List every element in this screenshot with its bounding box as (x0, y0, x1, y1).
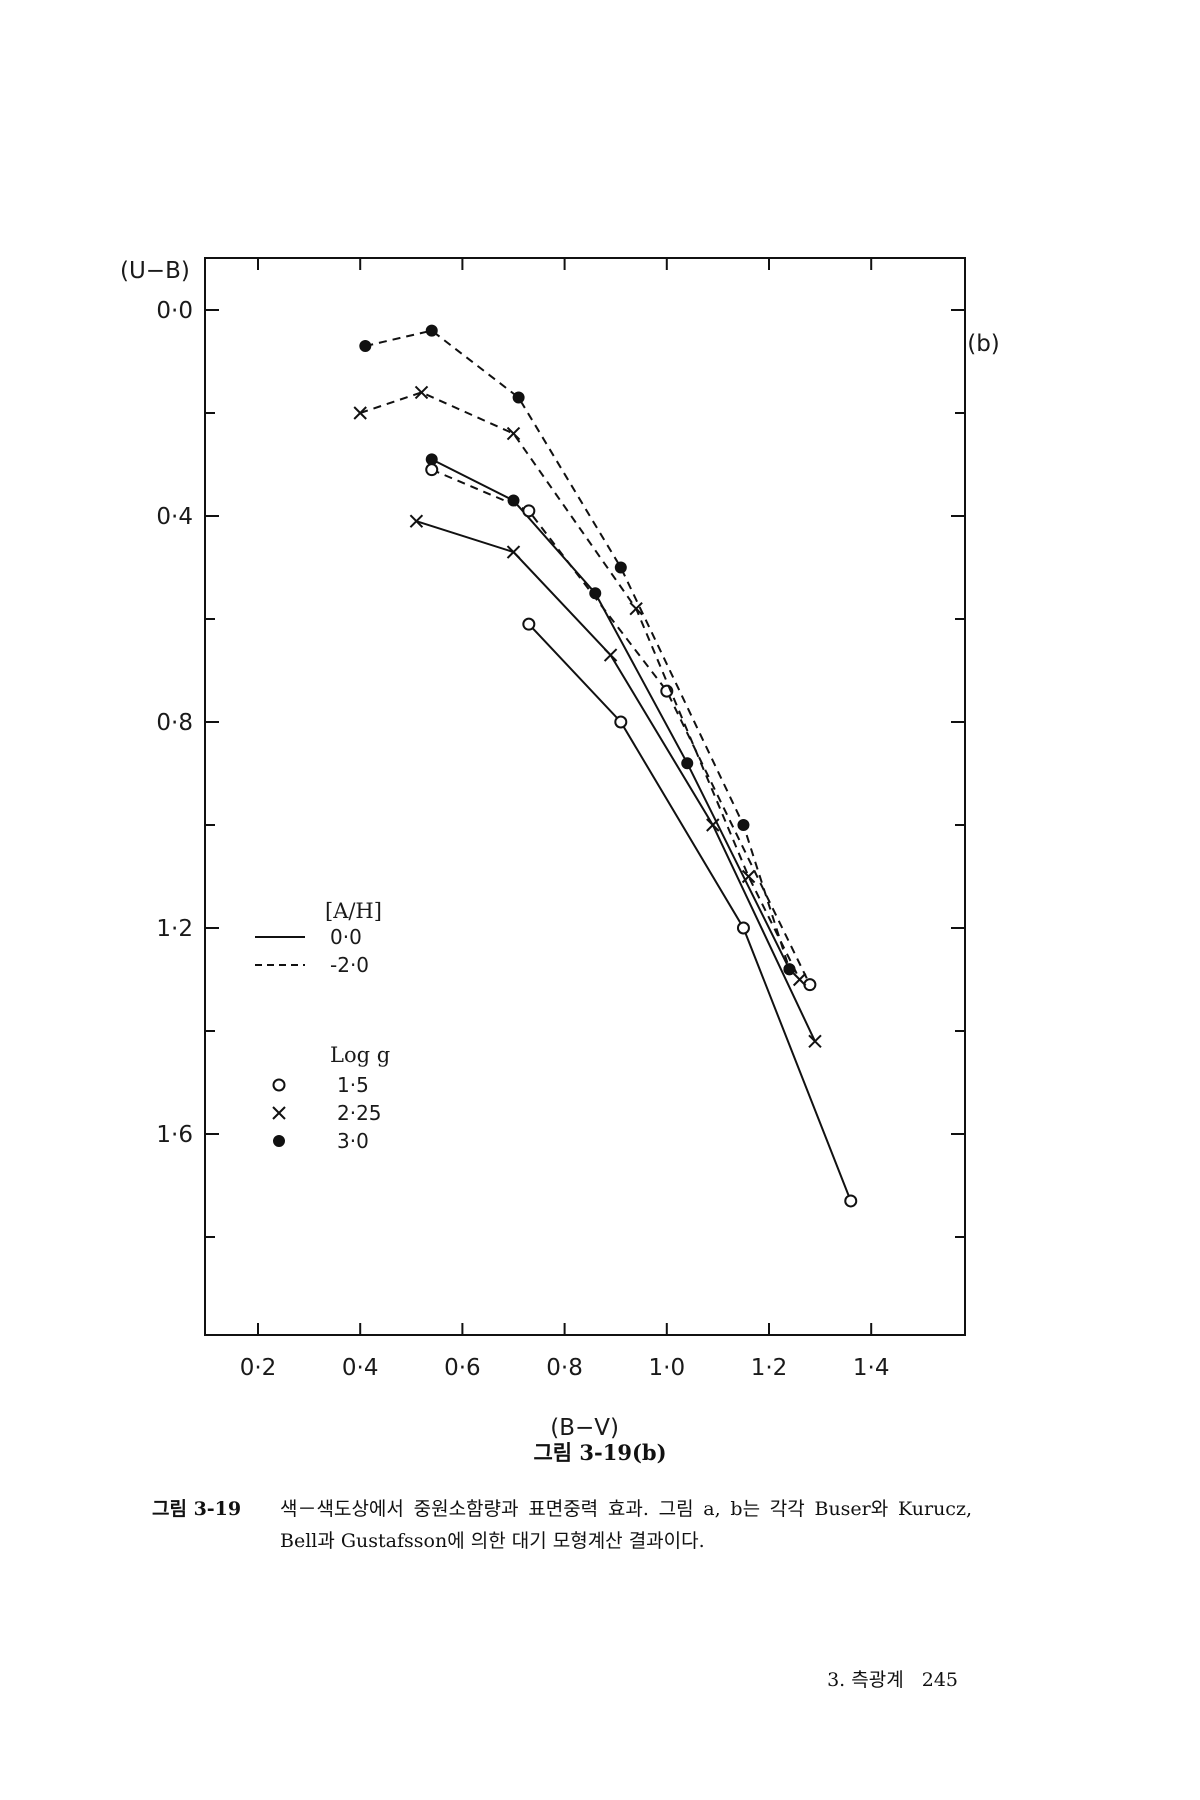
cross-stroke (506, 426, 521, 441)
data-point (409, 514, 424, 528)
caption-text: 색－색도상에서 중원소함량과 표면중력 효과. 그림 a, b는 각각 Buse… (280, 1498, 972, 1552)
y-tick-label: 0·0 (156, 298, 193, 324)
legend-ah-label: -2·0 (330, 953, 369, 977)
y-tick-label: 0·8 (156, 710, 193, 736)
data-point (506, 545, 521, 559)
data-point (808, 1034, 822, 1049)
cross-stroke (603, 648, 618, 662)
x-axis-label: (B−V) (550, 1415, 619, 1441)
data-point (512, 391, 525, 404)
legend-ah-title: [A/H] (325, 899, 382, 923)
x-tick-label: 1·2 (751, 1355, 788, 1381)
cross-stroke (629, 601, 643, 616)
plot-frame (204, 257, 966, 1336)
page-footer: 3. 측광계 245 (815, 1665, 958, 1692)
y-tick-label: 0·4 (156, 504, 193, 530)
cross-stroke (808, 1034, 822, 1049)
figure-caption: 그림 3-19 색－색도상에서 중원소함량과 표면중력 효과. 그림 a, b는… (152, 1493, 972, 1557)
series-line-2 (431, 458, 791, 970)
x-tick-label: 0·6 (444, 1355, 481, 1381)
cross-stroke (414, 385, 429, 400)
caption-number: 그림 3-19 (152, 1498, 242, 1520)
legend-marker (273, 1135, 285, 1147)
data-point (783, 963, 796, 976)
data-point (736, 921, 750, 935)
footer-section: 3. 측광계 (827, 1669, 904, 1691)
legend-marker (272, 1078, 286, 1092)
data-point (522, 504, 536, 518)
series-line-3 (431, 468, 811, 986)
cross-stroke (506, 545, 521, 559)
cross-stroke (272, 1106, 286, 1120)
y-tick-label: 1·2 (156, 916, 193, 942)
data-point (425, 463, 439, 477)
x-tick-label: 1·0 (649, 1355, 686, 1381)
series-line-0 (528, 623, 852, 1202)
chart-axes: 0·2 0·4 0·6 0·8 1·0 1·2 1·4 0·0 0·4 0·8 1·2 1·6 (U−B… (120, 257, 1000, 1441)
x-tick-label: 0·2 (240, 1355, 277, 1381)
data-point (844, 1194, 858, 1208)
y-axis-label: (U−B) (120, 258, 190, 284)
figure-label: 그림 3-19(b) (533, 1440, 667, 1465)
cross-stroke (792, 972, 807, 987)
x-tick-label: 0·4 (342, 1355, 379, 1381)
cross-stroke (741, 869, 756, 884)
legend-ah-label: 0·0 (330, 925, 362, 949)
data-point (353, 406, 367, 420)
chart-legend: [A/H]0·0 -2·0 Log g 1·5 2·25 3·0 (255, 899, 390, 1153)
data-point (614, 561, 627, 574)
chart-series (353, 324, 858, 1208)
data-point (603, 648, 618, 662)
data-point (741, 869, 756, 884)
x-tick-label: 1·4 (853, 1355, 890, 1381)
data-point (522, 617, 536, 631)
data-point (681, 757, 694, 770)
data-point (629, 601, 643, 616)
data-point (414, 385, 429, 400)
data-point (425, 324, 438, 337)
legend-logg-title: Log g (330, 1043, 390, 1067)
data-point (792, 972, 807, 987)
data-point (737, 819, 750, 831)
legend-logg-label: 2·25 (337, 1101, 382, 1125)
legend-marker (272, 1106, 286, 1120)
cross-stroke (409, 514, 424, 528)
series-line-5 (365, 329, 791, 970)
legend-logg-label: 1·5 (337, 1073, 369, 1097)
series-line-1 (416, 520, 816, 1042)
x-tick-label: 0·8 (546, 1355, 583, 1381)
legend-logg-label: 3·0 (337, 1129, 369, 1153)
data-point (506, 426, 521, 441)
data-point (614, 715, 628, 729)
panel-label: (b) (967, 331, 1000, 357)
data-point (359, 340, 372, 353)
series-line-4 (359, 391, 801, 980)
page-number: 245 (921, 1669, 958, 1691)
y-tick-label: 1·6 (156, 1122, 193, 1148)
cross-stroke (353, 406, 367, 420)
